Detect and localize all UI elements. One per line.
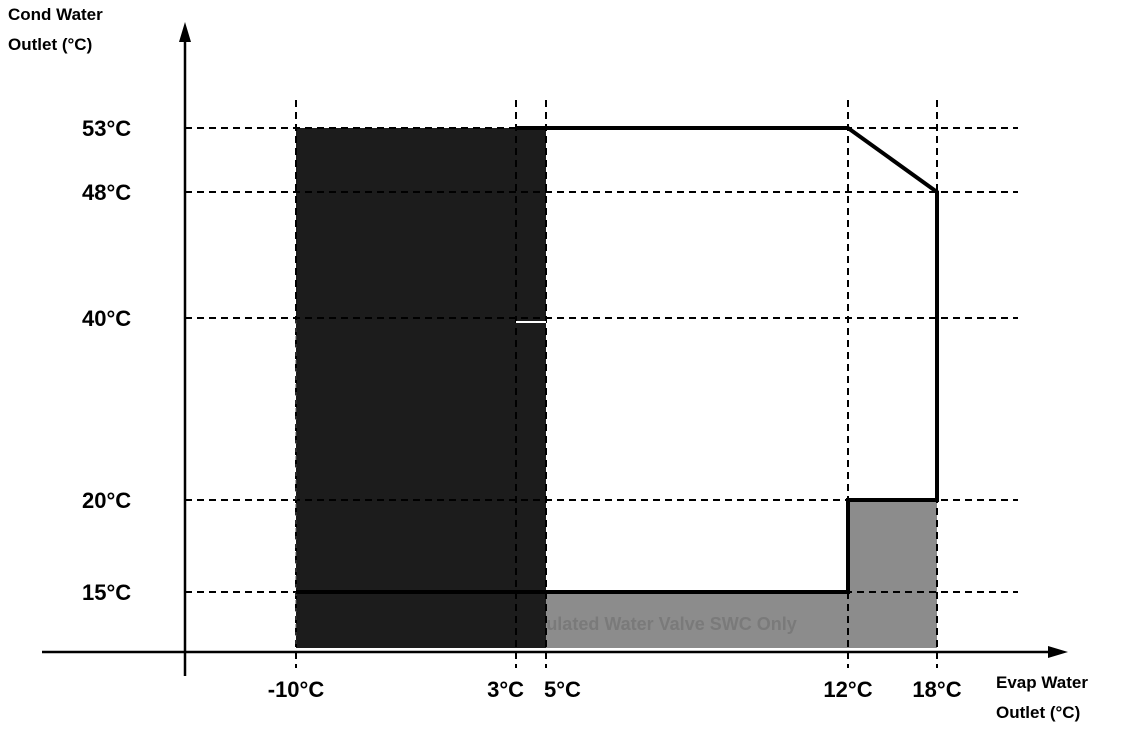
x-tick-label: -10°C (268, 677, 325, 702)
x-tick-label: 5°C (544, 677, 581, 702)
y-axis-arrow (179, 22, 191, 42)
y-tick-label: 48°C (82, 180, 131, 205)
y-tick-label: 15°C (82, 580, 131, 605)
x-axis-arrow (1048, 646, 1068, 658)
x-tick-label: 18°C (912, 677, 961, 702)
y-tick-label: 40°C (82, 306, 131, 331)
x-tick-label: 3°C (487, 677, 524, 702)
y-tick-label: 20°C (82, 488, 131, 513)
x-tick-label: 12°C (823, 677, 872, 702)
y-axis-title-line-1: Cond Water (8, 5, 103, 24)
x-axis-title-line-2: Outlet (°C) (996, 703, 1080, 722)
operating-envelope-line (296, 126, 939, 594)
gray-region (546, 500, 937, 648)
tick-labels-layer: 53°C 48°C 40°C 20°C 15°C -10°C 3°C 5°C 12°C 18°C (82, 116, 962, 702)
region-annotation: ulated Water Valve SWC Only (546, 614, 796, 634)
envelope-layer (296, 126, 939, 594)
regions-layer (296, 128, 937, 648)
axes-layer (42, 22, 1068, 676)
black-region (296, 128, 546, 648)
x-axis-title-line-1: Evap Water (996, 673, 1088, 692)
y-axis-title-line-2: Outlet (°C) (8, 35, 92, 54)
y-tick-label: 53°C (82, 116, 131, 141)
